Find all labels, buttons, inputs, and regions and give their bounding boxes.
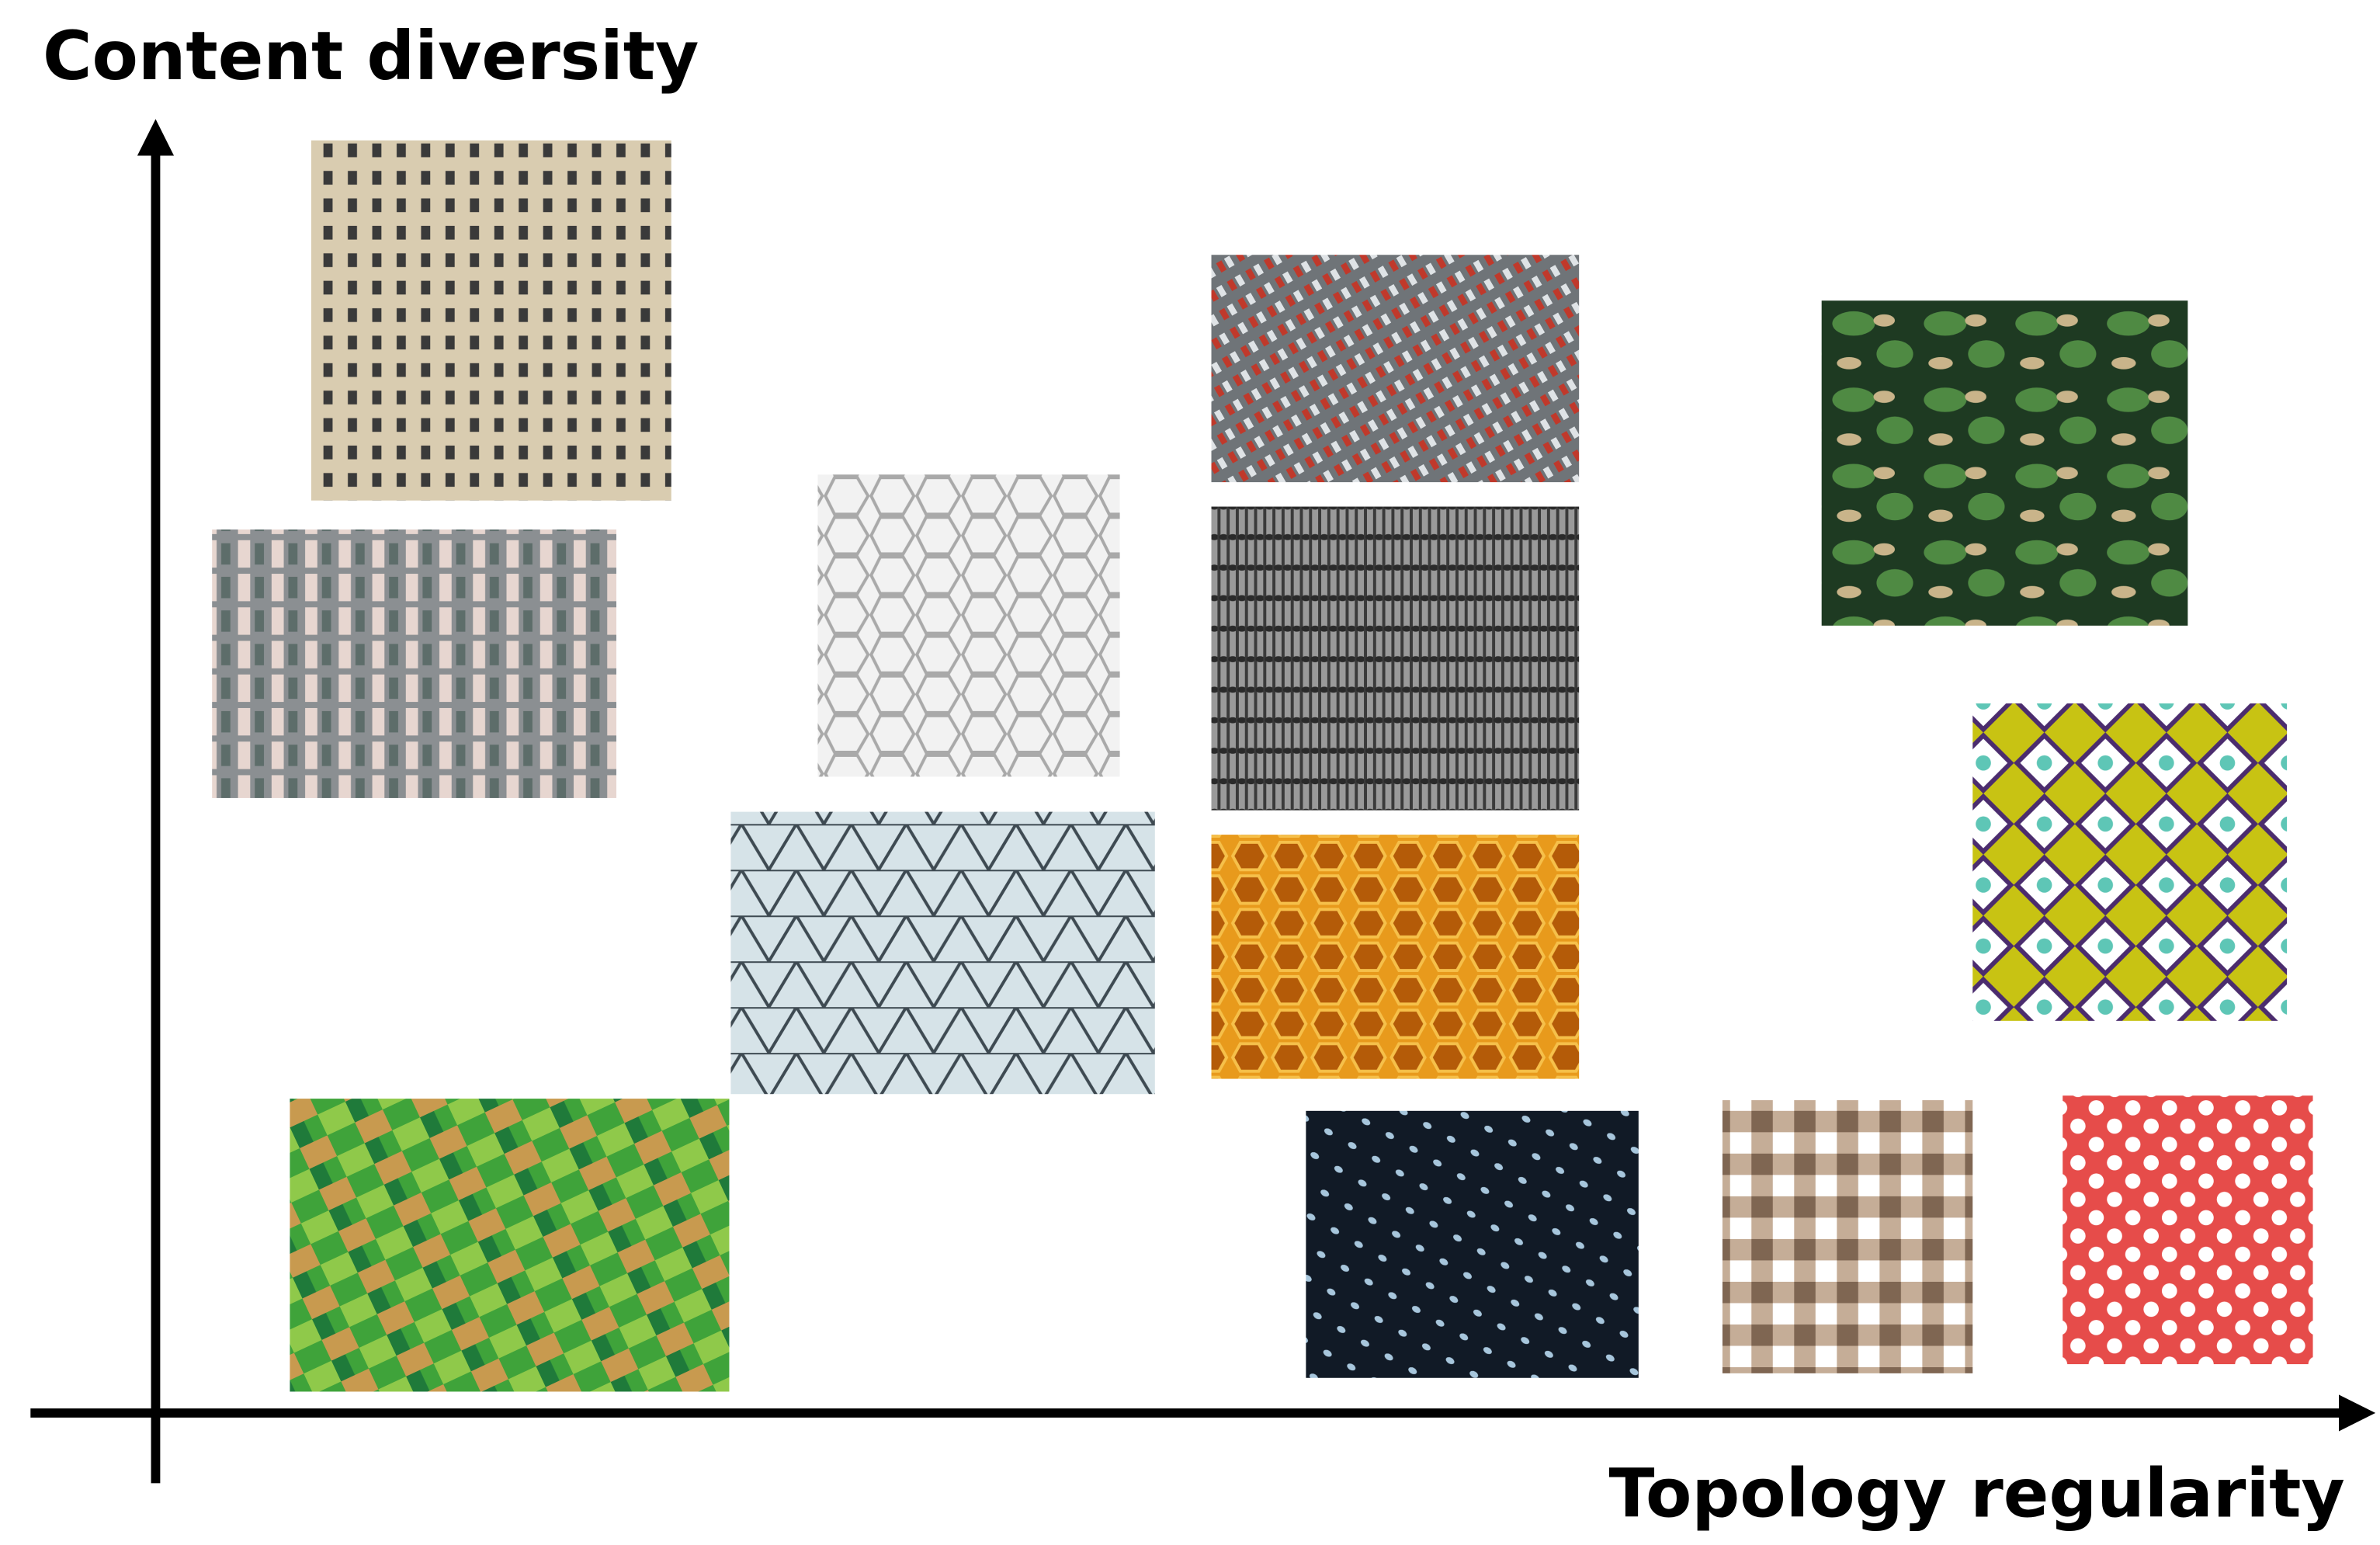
image-camo: [1821, 300, 2188, 626]
image-fields: [290, 1099, 730, 1392]
image-glass-roof: [730, 811, 1155, 1095]
image-gingham: [1722, 1100, 1973, 1373]
image-denim: [1306, 1110, 1639, 1378]
image-aerial-city: [212, 529, 617, 798]
image-polka: [2063, 1095, 2313, 1365]
image-honeycomb: [1211, 835, 1580, 1079]
image-building: [311, 140, 671, 501]
image-fabric: [1211, 506, 1580, 811]
y-axis-label: Content diversity: [43, 18, 699, 95]
image-parking: [1211, 255, 1580, 483]
x-axis-label: Topology regularity: [1608, 1456, 2344, 1533]
image-diamond: [1972, 703, 2288, 1021]
image-hex-tunnel: [817, 474, 1120, 777]
